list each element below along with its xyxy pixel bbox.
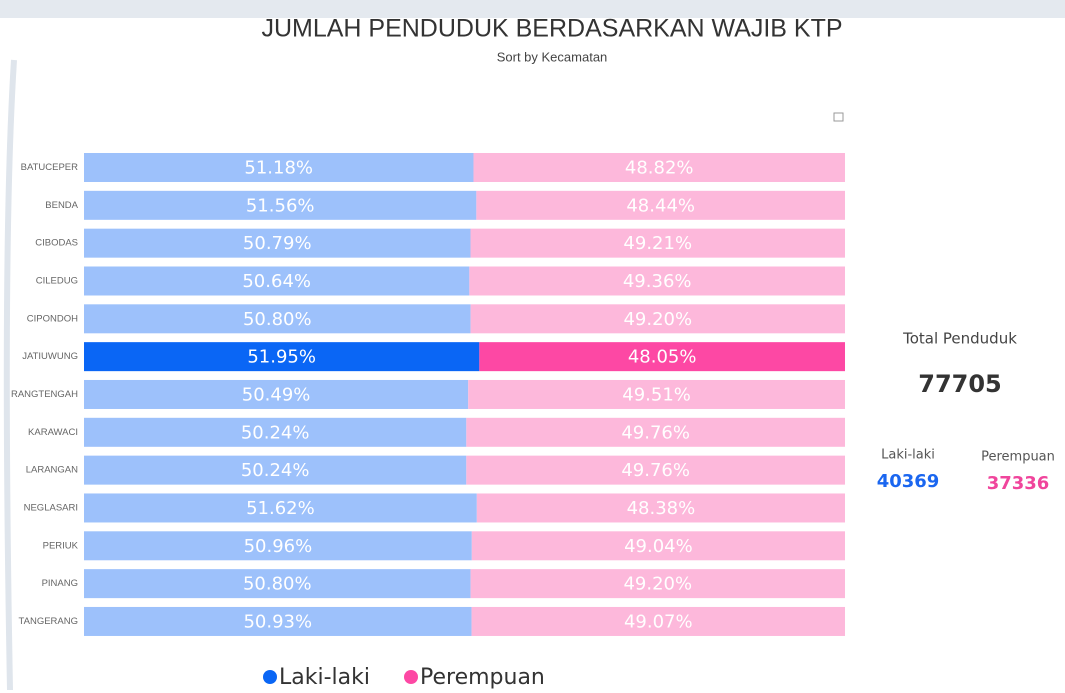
legend-marker [263, 670, 277, 684]
bar-segment [471, 531, 845, 561]
bar-segment [470, 228, 845, 258]
total-value: 77705 [918, 370, 1002, 398]
male-value: 40369 [877, 471, 940, 492]
category-label: CIPONDOH [27, 313, 78, 324]
decoration [3, 59, 17, 691]
bar-segment [476, 493, 845, 523]
category-label: PINANG [42, 578, 78, 589]
data-label: 49.04% [624, 536, 693, 557]
bar-segment [476, 190, 845, 220]
bar-segment [473, 153, 845, 182]
female-label: Perempuan [981, 450, 1055, 465]
data-label: 49.20% [623, 309, 692, 330]
bar-segment [471, 606, 845, 636]
category-label: NEGLASARI [24, 502, 78, 513]
bar-segment [479, 342, 845, 372]
data-label: 50.96% [244, 536, 313, 557]
category-label: JATIUWUNG [22, 351, 78, 362]
bar-segment [84, 455, 467, 485]
female-value: 37336 [987, 473, 1050, 494]
bar-segment [468, 379, 845, 409]
data-label: 49.76% [621, 422, 690, 443]
chart-title: JUMLAH PENDUDUK BERDASARKAN WAJIB KTP [261, 15, 842, 43]
category-label: CILEDUG [36, 276, 78, 287]
data-label: 49.51% [622, 384, 691, 405]
data-label: 50.80% [243, 309, 312, 330]
data-label: 48.44% [626, 195, 695, 216]
bar-segment [470, 304, 845, 334]
data-label: 51.95% [247, 347, 316, 368]
cards: Total Penduduk 77705 Laki-laki 40369 Per… [877, 330, 1055, 495]
bar-segment [466, 455, 845, 485]
legend-label: Perempuan [420, 665, 545, 690]
male-label: Laki-laki [881, 448, 935, 463]
data-label: 50.79% [243, 233, 312, 254]
data-label: 48.38% [627, 498, 696, 519]
data-label: 50.24% [241, 460, 310, 481]
category-label: PERIUK [43, 540, 79, 551]
data-label: 48.05% [628, 347, 697, 368]
bar-segment [84, 153, 474, 182]
bar-segment [84, 531, 472, 561]
bar-segment [84, 493, 477, 523]
category-label: BENDA [45, 200, 78, 211]
expand-icon[interactable] [833, 112, 844, 122]
data-label: 49.36% [623, 271, 692, 292]
top-band [0, 0, 1065, 18]
chart-subtitle: Sort by Kecamatan [497, 49, 608, 64]
data-label: 51.18% [244, 158, 313, 179]
data-label: 49.76% [621, 460, 690, 481]
data-label: 49.07% [624, 611, 693, 632]
bar-segment [84, 417, 467, 447]
bar-segment [84, 304, 471, 334]
bar-segment [84, 228, 471, 258]
data-label: 51.62% [246, 498, 315, 519]
bar-segment [84, 342, 480, 372]
bar-segment [466, 417, 845, 447]
data-label: 50.80% [243, 574, 312, 595]
bar-segment [84, 379, 469, 409]
bar-segment [84, 266, 470, 296]
data-label: 48.82% [625, 158, 694, 179]
category-label: CIBODAS [35, 238, 78, 249]
data-label: 50.24% [241, 422, 310, 443]
bar-segment [84, 606, 472, 636]
data-label: 49.20% [623, 574, 692, 595]
data-label: 49.21% [623, 233, 692, 254]
category-label: KARAWACI [28, 427, 78, 438]
data-label: 50.49% [242, 384, 311, 405]
bar-segment [470, 569, 845, 599]
category-label: RANGTENGAH [11, 389, 78, 400]
bar-segment [469, 266, 845, 296]
bar-segment [84, 190, 477, 220]
category-label: BATUCEPER [21, 162, 79, 173]
data-label: 50.93% [243, 611, 312, 632]
data-label: 50.64% [242, 271, 311, 292]
category-label: TANGERANG [19, 616, 78, 627]
legend-marker [404, 670, 418, 684]
bar-segment [84, 569, 471, 599]
legend-label: Laki-laki [279, 665, 370, 690]
data-label: 51.56% [246, 195, 315, 216]
total-label: Total Penduduk [902, 330, 1017, 348]
category-label: LARANGAN [26, 465, 78, 476]
